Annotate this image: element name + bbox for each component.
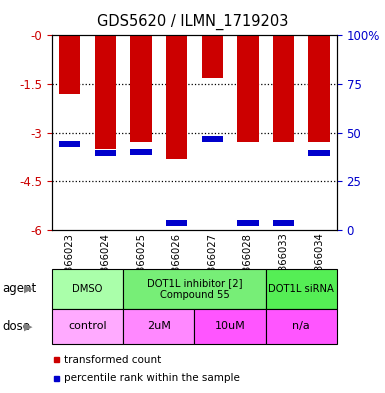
Text: 10uM: 10uM: [215, 321, 245, 331]
Bar: [95, 35, 116, 149]
Bar: [273, 220, 294, 226]
Bar: [308, 35, 330, 142]
Bar: [237, 220, 259, 226]
Bar: [308, 150, 330, 156]
Text: dose: dose: [2, 320, 30, 333]
Bar: [202, 136, 223, 142]
Bar: [202, 35, 223, 77]
Text: n/a: n/a: [292, 321, 310, 331]
Bar: [166, 220, 187, 226]
Bar: [59, 35, 80, 94]
Text: agent: agent: [2, 282, 36, 296]
Bar: [237, 35, 259, 142]
Bar: [59, 141, 80, 147]
Bar: [166, 35, 187, 158]
Text: DOT1L siRNA: DOT1L siRNA: [268, 284, 334, 294]
Bar: [273, 35, 294, 142]
Text: percentile rank within the sample: percentile rank within the sample: [64, 373, 239, 383]
Bar: [95, 150, 116, 156]
Text: control: control: [68, 321, 107, 331]
Text: GDS5620 / ILMN_1719203: GDS5620 / ILMN_1719203: [97, 14, 288, 30]
Bar: [130, 35, 152, 142]
Text: ▶: ▶: [23, 284, 32, 294]
Text: 2uM: 2uM: [147, 321, 171, 331]
Text: DOT1L inhibitor [2]
Compound 55: DOT1L inhibitor [2] Compound 55: [147, 278, 242, 299]
Text: ▶: ▶: [23, 321, 32, 331]
Text: transformed count: transformed count: [64, 354, 161, 365]
Text: DMSO: DMSO: [72, 284, 103, 294]
Bar: [130, 149, 152, 155]
